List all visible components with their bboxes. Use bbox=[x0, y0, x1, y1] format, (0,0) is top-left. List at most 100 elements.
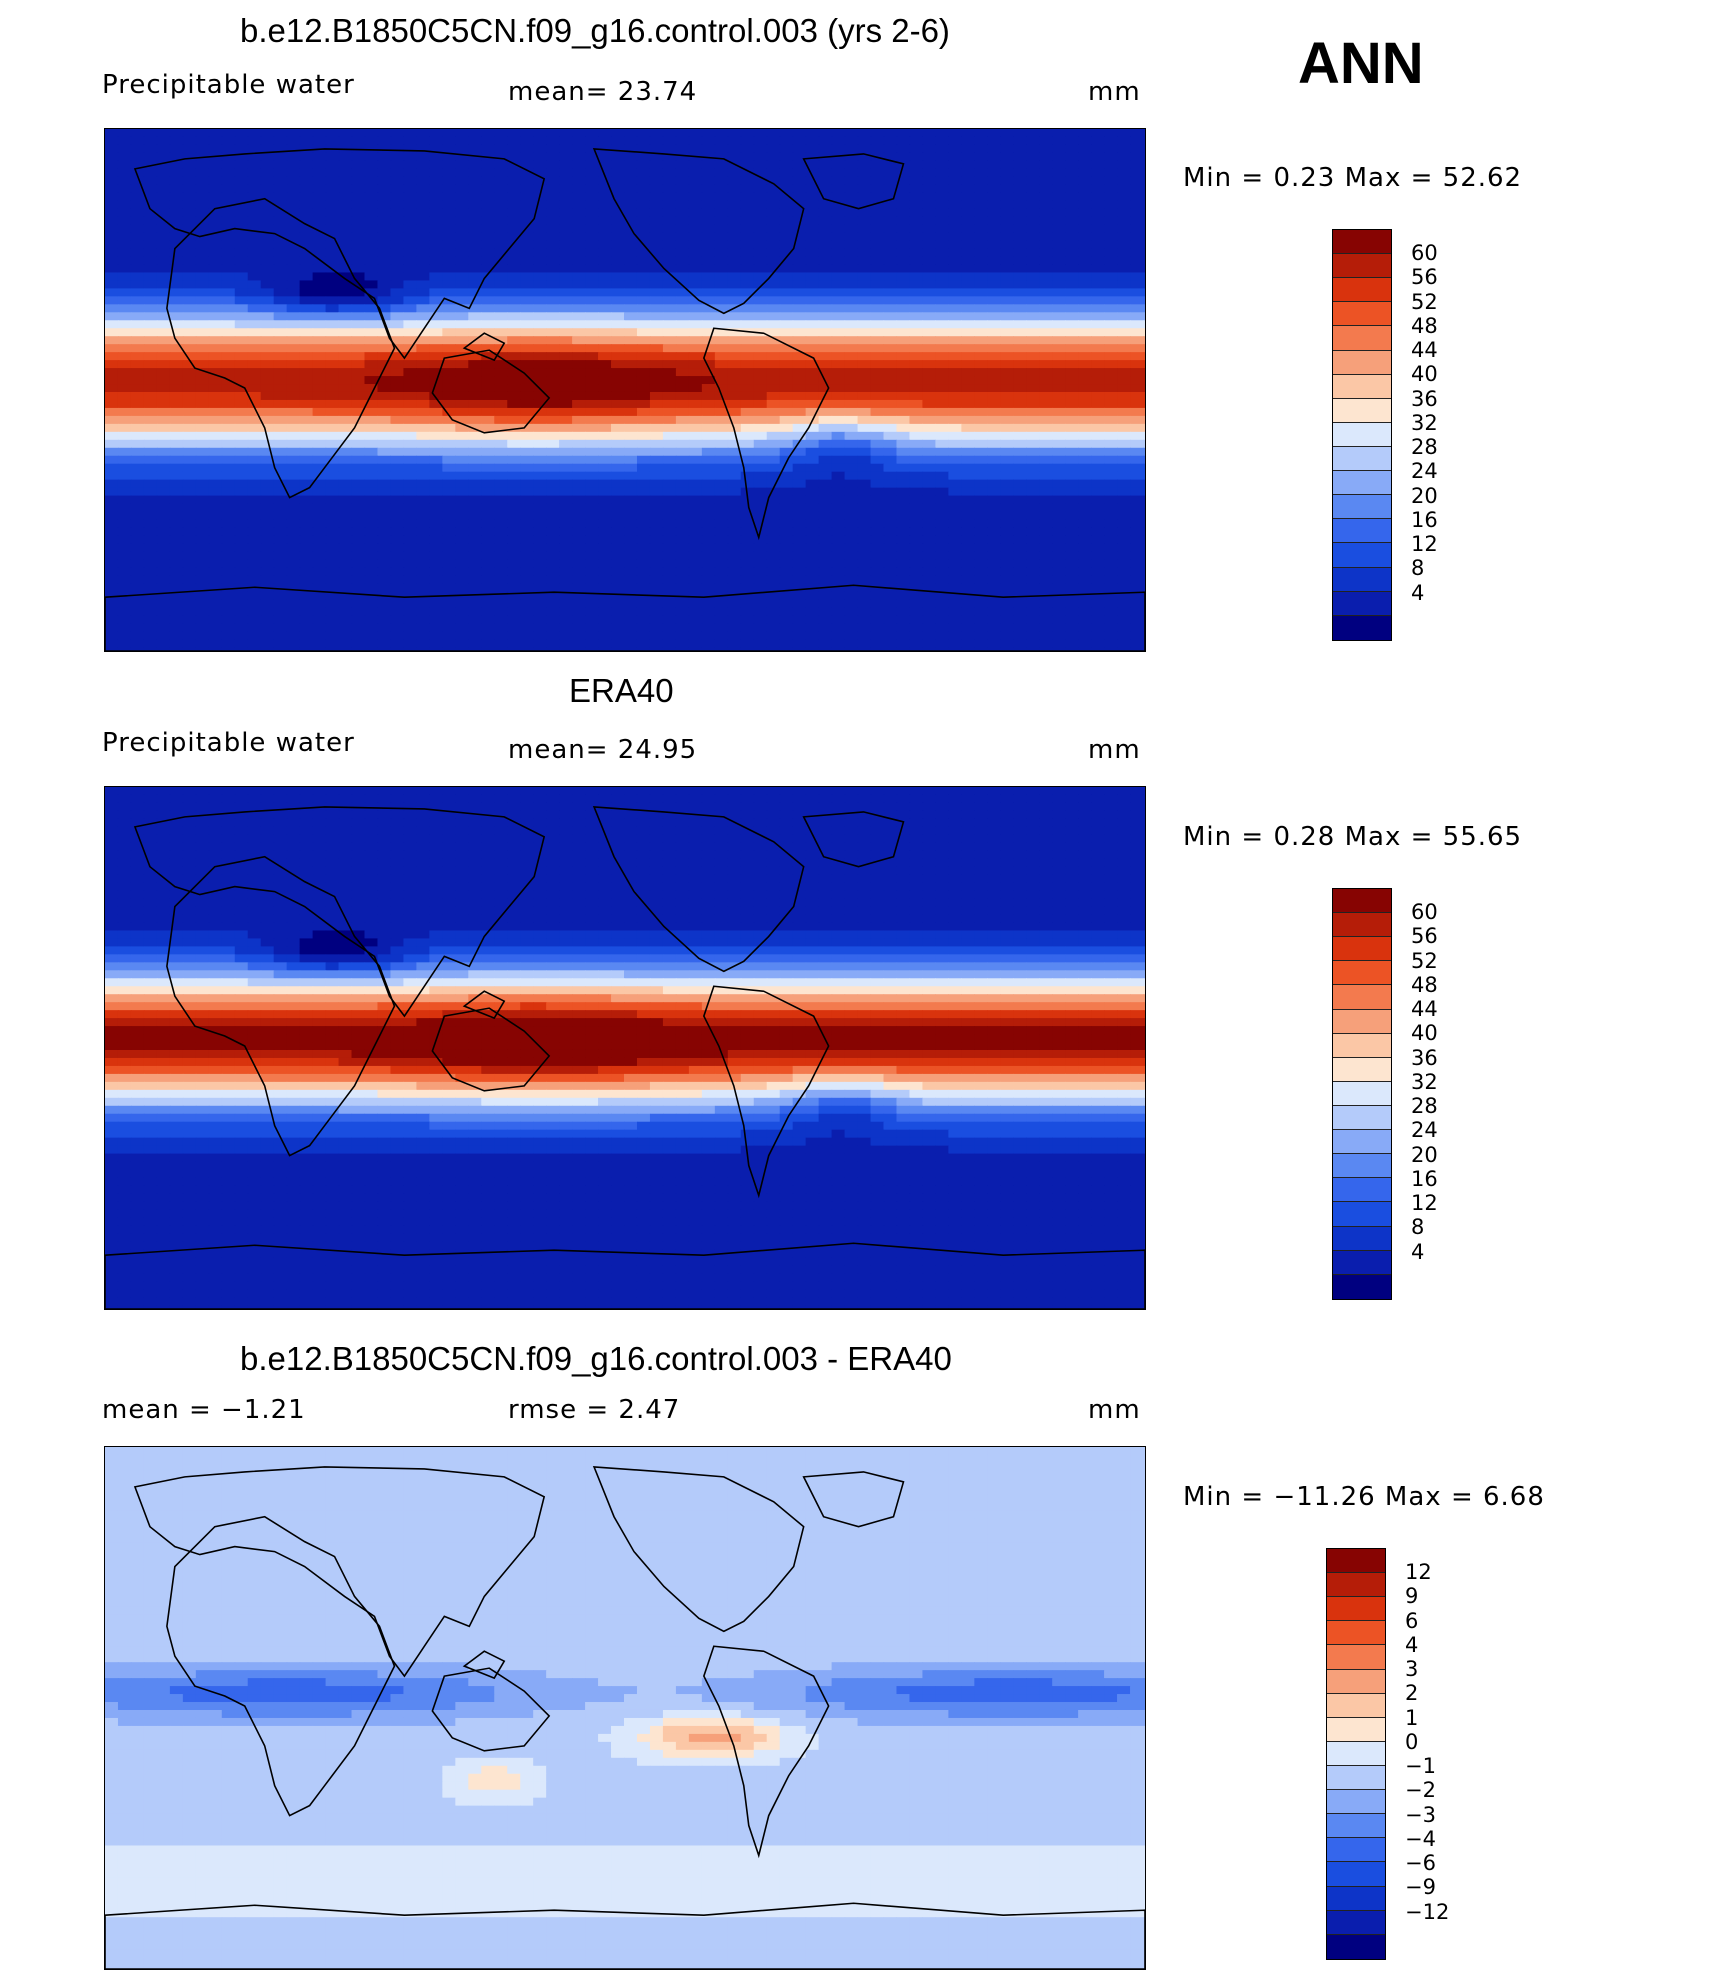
field-cell bbox=[377, 615, 392, 624]
field-cell bbox=[961, 575, 975, 584]
field-cell bbox=[1065, 487, 1079, 497]
field-cell bbox=[675, 599, 690, 608]
field-cell bbox=[169, 168, 184, 178]
field-cell bbox=[455, 415, 469, 425]
field-cell bbox=[585, 423, 599, 433]
field-cell bbox=[624, 216, 638, 226]
field-cell bbox=[299, 152, 314, 162]
field-cell bbox=[546, 280, 560, 289]
field-cell bbox=[208, 328, 223, 337]
field-cell bbox=[351, 232, 366, 242]
field-cell bbox=[481, 463, 495, 473]
field-cell bbox=[105, 527, 119, 537]
field-cell bbox=[649, 320, 664, 329]
field-cell bbox=[520, 567, 534, 576]
field-cell bbox=[714, 575, 729, 584]
field-cell bbox=[935, 129, 949, 138]
field-cell bbox=[883, 192, 898, 202]
field-cell bbox=[805, 599, 820, 608]
field-cell bbox=[1000, 232, 1014, 242]
field-cell bbox=[961, 312, 975, 321]
field-cell bbox=[624, 471, 638, 481]
field-cell bbox=[883, 264, 898, 274]
field-cell bbox=[572, 559, 586, 568]
field-cell bbox=[325, 280, 340, 289]
field-cell bbox=[312, 591, 327, 600]
field-cell bbox=[1091, 216, 1105, 226]
field-cell bbox=[896, 399, 911, 409]
field-cell bbox=[1039, 376, 1053, 385]
field-cell bbox=[234, 487, 249, 497]
field-cell bbox=[429, 152, 443, 162]
field-cell bbox=[520, 384, 534, 393]
field-cell bbox=[714, 280, 729, 289]
field-cell bbox=[948, 527, 962, 537]
field-cell bbox=[909, 487, 924, 497]
field-cell bbox=[247, 503, 262, 513]
field-cell bbox=[572, 615, 586, 624]
field-cell bbox=[130, 352, 145, 361]
field-cell bbox=[598, 368, 612, 377]
field-cell bbox=[130, 527, 145, 537]
field-cell bbox=[909, 144, 924, 154]
field-cell bbox=[507, 336, 521, 345]
field-cell bbox=[598, 599, 612, 608]
field-cell bbox=[792, 599, 807, 608]
field-cell bbox=[974, 232, 988, 242]
field-cell bbox=[364, 415, 379, 425]
field-cell bbox=[896, 479, 911, 489]
field-cell bbox=[520, 368, 534, 377]
field-cell bbox=[546, 129, 560, 138]
field-cell bbox=[883, 567, 898, 576]
field-cell bbox=[481, 129, 495, 138]
field-cell bbox=[974, 455, 988, 465]
field-cell bbox=[351, 511, 366, 521]
field-cell bbox=[1026, 431, 1040, 441]
field-cell bbox=[844, 160, 859, 170]
field-cell bbox=[156, 304, 171, 313]
field-cell bbox=[559, 344, 573, 353]
field-cell bbox=[935, 320, 949, 329]
field-cell bbox=[559, 352, 573, 361]
field-cell bbox=[1065, 248, 1079, 258]
field-cell bbox=[364, 463, 379, 473]
field-cell bbox=[468, 136, 482, 146]
field-cell bbox=[325, 615, 340, 624]
field-cell bbox=[636, 208, 651, 218]
field-cell bbox=[364, 352, 379, 361]
field-cell bbox=[1130, 129, 1144, 138]
field-cell bbox=[896, 511, 911, 521]
field-cell bbox=[377, 296, 392, 305]
field-cell bbox=[247, 423, 262, 433]
field-cell bbox=[870, 591, 885, 600]
field-cell bbox=[662, 208, 677, 218]
field-cell bbox=[766, 248, 781, 258]
field-cell bbox=[429, 423, 443, 433]
field-cell bbox=[221, 328, 236, 337]
field-cell bbox=[896, 264, 911, 274]
field-cell bbox=[922, 487, 937, 497]
field-cell bbox=[442, 368, 456, 377]
field-cell bbox=[1039, 248, 1053, 258]
field-cell bbox=[338, 272, 353, 282]
field-cell bbox=[1026, 208, 1040, 218]
field-cell bbox=[260, 176, 275, 186]
field-cell bbox=[1052, 439, 1066, 449]
field-cell bbox=[961, 200, 975, 210]
field-cell bbox=[753, 336, 768, 345]
field-cell bbox=[987, 391, 1001, 401]
field-cell bbox=[1143, 591, 1145, 600]
field-cell bbox=[117, 280, 132, 289]
field-cell bbox=[520, 208, 534, 218]
field-cell bbox=[195, 344, 210, 353]
field-cell bbox=[364, 184, 379, 194]
field-cell bbox=[1065, 479, 1079, 489]
field-cell bbox=[1013, 368, 1027, 377]
field-cell bbox=[312, 240, 327, 250]
field-cell bbox=[273, 607, 288, 616]
field-cell bbox=[831, 511, 846, 521]
field-cell bbox=[857, 487, 872, 497]
field-cell bbox=[585, 192, 599, 202]
field-cell bbox=[208, 583, 223, 592]
field-cell bbox=[494, 487, 508, 497]
